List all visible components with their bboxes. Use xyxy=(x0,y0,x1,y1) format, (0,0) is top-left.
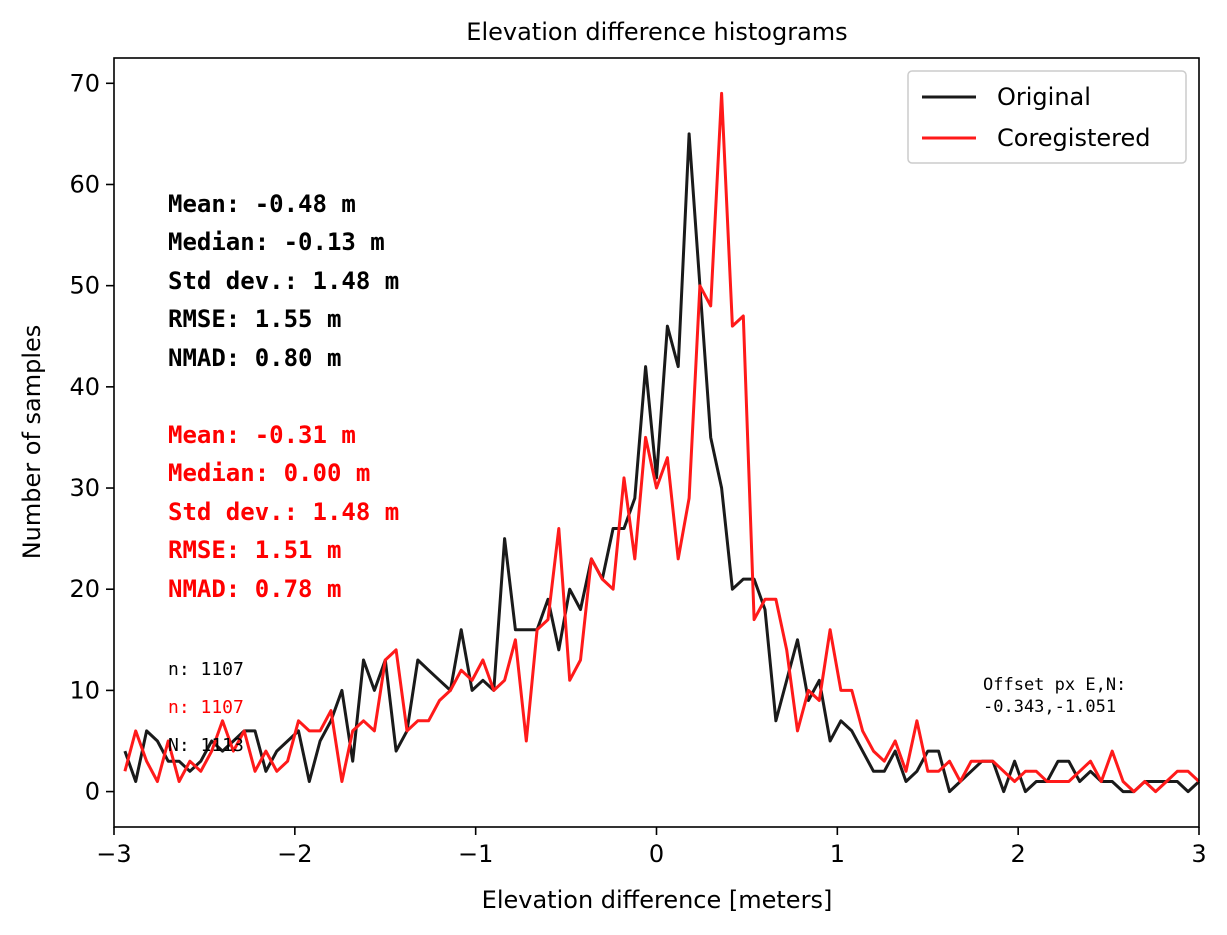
count-total: N: 1113 xyxy=(168,735,244,756)
series-line-coregistered xyxy=(123,91,1201,794)
stat-original-rmse: RMSE: 1.55 m xyxy=(168,305,341,333)
y-tick-label: 70 xyxy=(69,69,100,97)
offset-label: Offset px E,N: xyxy=(983,675,1126,695)
stat-coreg-rmse: RMSE: 1.51 m xyxy=(168,536,341,564)
stat-coreg-median: Median: 0.00 m xyxy=(168,459,370,487)
stat-original-mean: Mean: -0.48 m xyxy=(168,190,356,218)
stat-original-nmad: NMAD: 0.80 m xyxy=(168,344,341,372)
y-axis-label: Number of samples xyxy=(18,325,46,560)
y-tick-label: 0 xyxy=(85,778,100,806)
chart-title: Elevation difference histograms xyxy=(466,18,847,46)
y-tick-label: 10 xyxy=(69,676,100,704)
count-original: n: 1107 xyxy=(168,659,244,680)
x-tick-label: 1 xyxy=(830,840,845,868)
x-axis-label: Elevation difference [meters] xyxy=(482,886,833,914)
offset-value: -0.343,-1.051 xyxy=(983,697,1116,717)
legend-label-coregistered: Coregistered xyxy=(997,124,1150,152)
y-tick-label: 50 xyxy=(69,272,100,300)
x-tick-label: −1 xyxy=(458,840,493,868)
y-tick-label: 30 xyxy=(69,474,100,502)
y-tick-label: 20 xyxy=(69,575,100,603)
count-coregistered: n: 1107 xyxy=(168,697,244,718)
x-tick-label: 0 xyxy=(649,840,664,868)
stat-coreg-nmad: NMAD: 0.78 m xyxy=(168,575,341,603)
plot-frame xyxy=(113,57,1200,828)
y-tick-label: 40 xyxy=(69,373,100,401)
x-tick-label: −2 xyxy=(277,840,312,868)
x-tick-label: 2 xyxy=(1011,840,1026,868)
y-tick-label: 60 xyxy=(69,170,100,198)
stats-coregistered: Mean: -0.31 m Median: 0.00 m Std dev.: 1… xyxy=(168,421,399,603)
legend-box xyxy=(907,70,1187,164)
series-layer xyxy=(123,91,1201,794)
stats-original: Mean: -0.48 m Median: -0.13 m Std dev.: … xyxy=(168,190,399,372)
stat-original-median: Median: -0.13 m xyxy=(168,228,385,256)
stat-coreg-mean: Mean: -0.31 m xyxy=(168,421,356,449)
legend: Original Coregistered xyxy=(907,70,1187,164)
x-tick-label: 3 xyxy=(1191,840,1206,868)
stat-original-std: Std dev.: 1.48 m xyxy=(168,267,399,295)
stat-coreg-std: Std dev.: 1.48 m xyxy=(168,498,399,526)
legend-label-original: Original xyxy=(997,83,1091,111)
x-tick-label: −3 xyxy=(96,840,131,868)
